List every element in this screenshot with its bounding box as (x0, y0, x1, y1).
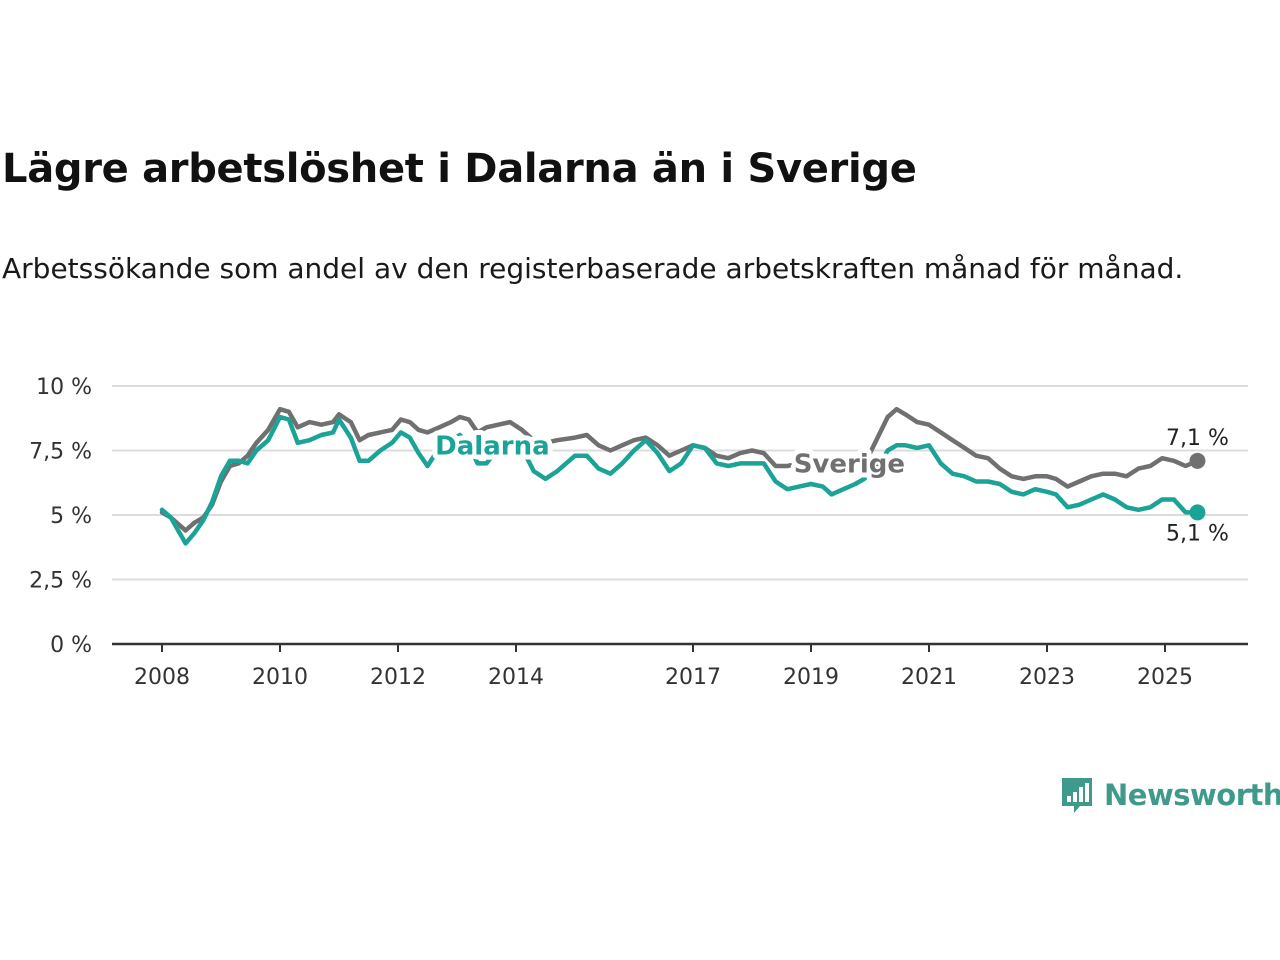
series-labels: Sverige Dalarna 7,1 % 5,1 % (430, 426, 1229, 547)
newsworthy-chart-logo-icon (1062, 778, 1092, 813)
x-tick-label: 2014 (488, 665, 544, 690)
series-line-sverige (159, 406, 1200, 533)
series-label-dalarna: Dalarna (435, 431, 549, 461)
x-tick-label: 2012 (370, 665, 426, 690)
x-tick-label: 2025 (1137, 665, 1193, 690)
end-point-sverige (1189, 452, 1206, 469)
x-axis: 2008 2010 2012 2014 2017 2019 2021 2023 2025 (112, 642, 1248, 690)
x-tick-label: 2008 (134, 665, 190, 690)
series-line-dalarna (159, 414, 1200, 546)
series-label-sverige: Sverige (794, 449, 905, 479)
y-tick-label: 2,5 % (29, 569, 92, 594)
x-tick-label: 2019 (783, 665, 839, 690)
y-axis-tick-labels: 0 % 2,5 % 5 % 7,5 % 10 % (29, 375, 92, 658)
y-tick-label: 10 % (36, 375, 92, 400)
series-lines (159, 406, 1206, 546)
chart-title: Lägre arbetslöshet i Dalarna än i Sverig… (2, 146, 917, 192)
x-tick-label: 2023 (1019, 665, 1075, 690)
logo-text: Newsworthy (1104, 778, 1280, 812)
x-tick-label: 2021 (901, 665, 957, 690)
end-label-sverige: 7,1 % (1166, 426, 1229, 451)
x-tick-label: 2010 (252, 665, 308, 690)
end-label-dalarna: 5,1 % (1166, 521, 1229, 546)
y-tick-label: 0 % (50, 633, 92, 658)
y-tick-label: 5 % (50, 504, 92, 529)
x-tick-label: 2017 (665, 665, 721, 690)
chart-subtitle: Arbetssökande som andel av den registerb… (2, 252, 1184, 285)
y-tick-label: 7,5 % (29, 440, 92, 465)
end-point-dalarna (1189, 504, 1206, 521)
newsworthy-logo: Newsworthy (1060, 772, 1280, 818)
line-chart: 0 % 2,5 % 5 % 7,5 % 10 % 2008 2010 2012 2014 201… (29, 375, 1248, 690)
